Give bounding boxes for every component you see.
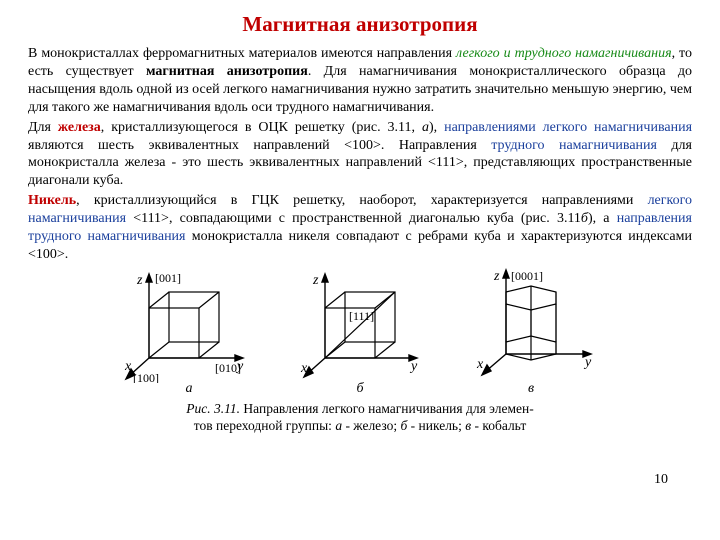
figure-row: z y x [001] [010] [100] а xyxy=(28,268,692,397)
fig-ref-a: а xyxy=(422,120,429,135)
page-number: 10 xyxy=(654,472,668,488)
t: ), xyxy=(429,120,444,135)
axis-z-index: [0001] xyxy=(511,269,543,283)
t: <111>, совпадающими с пространственной д… xyxy=(126,211,581,226)
figure-a-label: а xyxy=(119,381,259,397)
t: являются шесть эквивалентных направлений… xyxy=(28,138,491,153)
axis-y-label: y xyxy=(583,355,592,370)
t: - железо; xyxy=(342,418,400,433)
t: Для xyxy=(28,120,58,135)
axis-z-label: z xyxy=(136,273,143,288)
fig-ref-b: б xyxy=(581,211,588,226)
caption-prefix: Рис. 3.11. xyxy=(186,401,243,416)
term-iron: железа xyxy=(58,120,101,135)
axis-y-label: y xyxy=(409,359,418,374)
axis-x-label: x xyxy=(124,359,132,374)
axis-z-label: z xyxy=(493,269,500,284)
figure-c: z y x [0001] в xyxy=(461,268,601,397)
t: - кобальт xyxy=(471,418,526,433)
figure-caption: Рис. 3.11. Направления легкого намагничи… xyxy=(28,401,692,435)
t: тов переходной группы: xyxy=(194,418,336,433)
t: , кристаллизующийся в ГЦК решетку, наобо… xyxy=(76,193,647,208)
page-title: Магнитная анизотропия xyxy=(28,12,692,37)
axis-x-label: x xyxy=(476,357,484,372)
term-easy-dir: направлениями легкого намагничивания xyxy=(444,120,692,135)
paragraph-3: Никель, кристаллизующийся в ГЦК решетку,… xyxy=(28,192,692,264)
axis-x-label: x xyxy=(300,361,308,376)
term-nickel: Никель xyxy=(28,193,76,208)
t: , кристаллизующегося в ОЦК решетку (рис.… xyxy=(101,120,422,135)
figure-c-label: в xyxy=(461,381,601,397)
body-text: В монокристаллах ферромагнитных материал… xyxy=(28,45,692,264)
t: Направления легкого намагничивания для э… xyxy=(243,401,533,416)
axis-z-index: [001] xyxy=(155,271,181,285)
figure-a: z y x [001] [010] [100] а xyxy=(119,268,259,397)
t: ), а xyxy=(588,211,617,226)
term-easy-hard: легкого и трудного намагничивания xyxy=(456,46,672,61)
diag-index: [111] xyxy=(349,309,374,323)
figure-b-label: б xyxy=(295,381,425,397)
axis-z-label: z xyxy=(312,273,319,288)
figure-b: z y x [111] б xyxy=(295,268,425,397)
t: - никель; xyxy=(407,418,465,433)
term-anisotropy: магнитная анизотропия xyxy=(146,64,308,79)
axis-x-index: [100] xyxy=(133,371,159,383)
paragraph-1: В монокристаллах ферромагнитных материал… xyxy=(28,45,692,117)
paragraph-2: Для железа, кристаллизующегося в ОЦК реш… xyxy=(28,119,692,191)
term-hard-dir: трудного намагничивания xyxy=(491,138,657,153)
t: В монокристаллах ферромагнитных материал… xyxy=(28,46,456,61)
axis-y-index: [010] xyxy=(215,361,241,375)
